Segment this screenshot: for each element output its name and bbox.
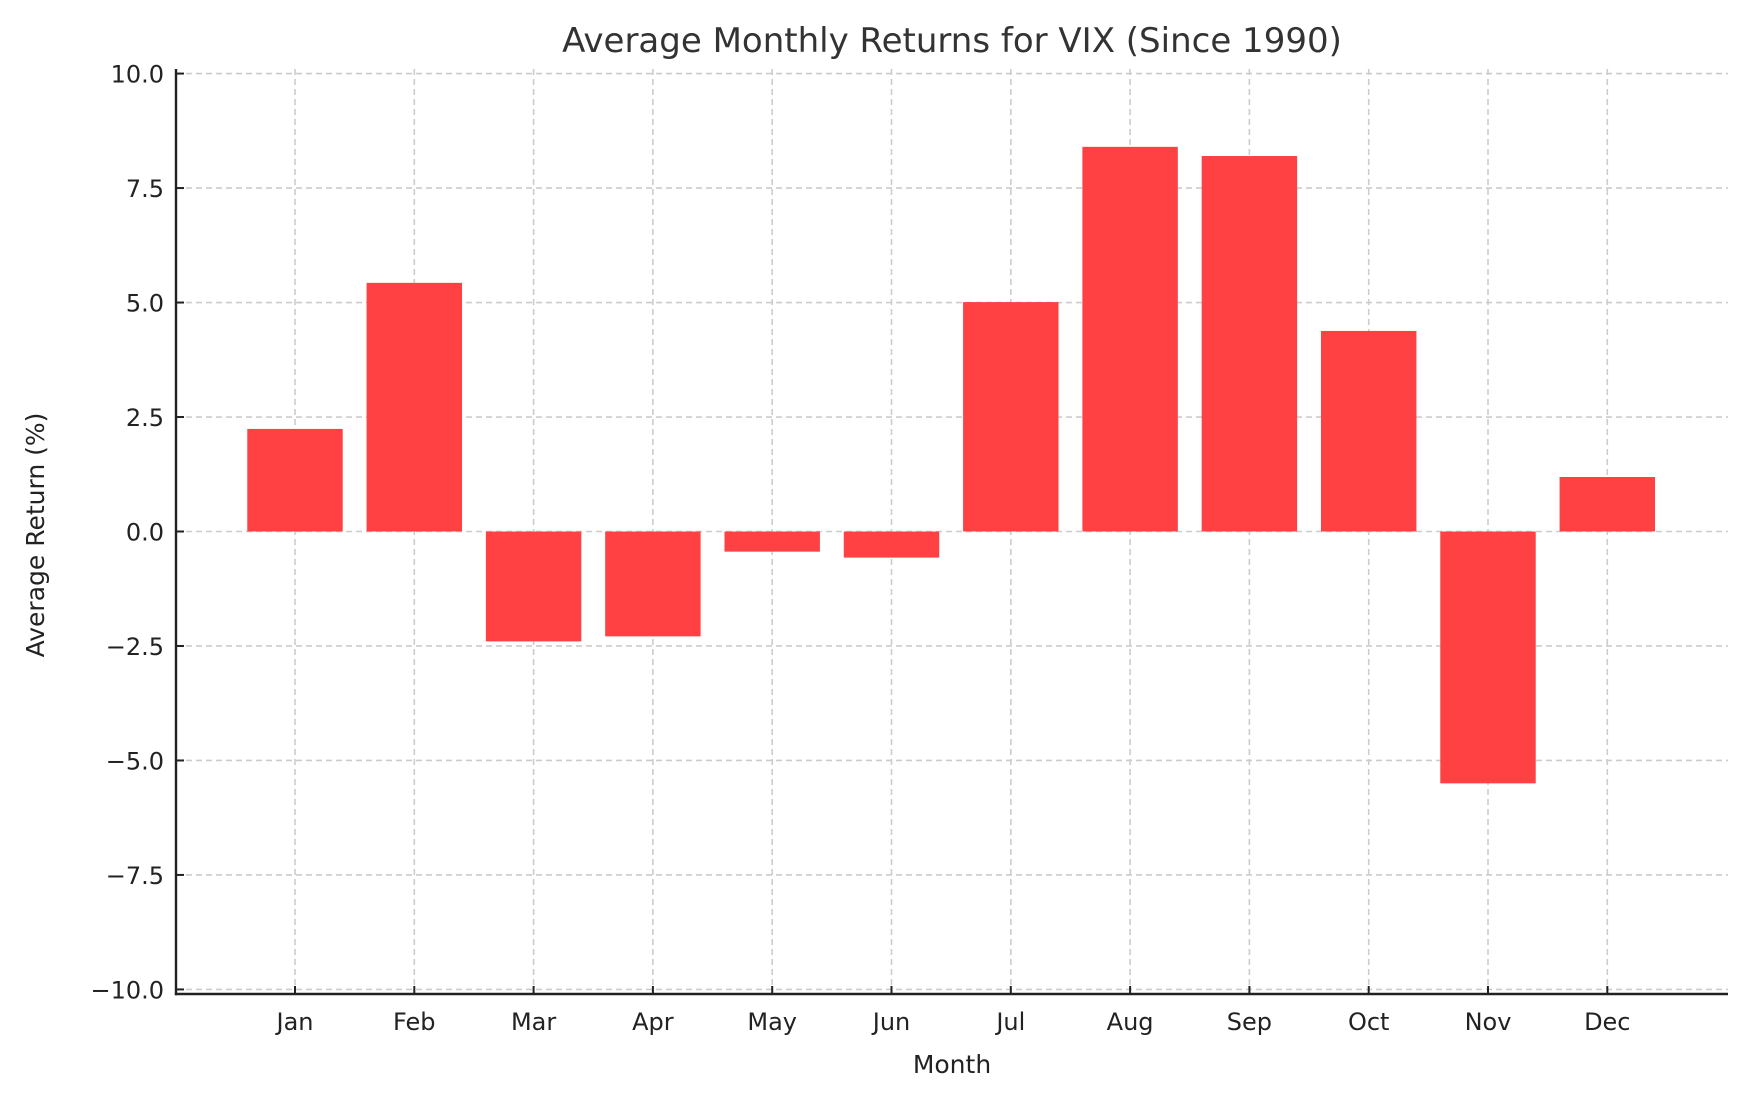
y-tick-label: −10.0 xyxy=(90,976,164,1004)
x-tick-label-apr: Apr xyxy=(632,1008,674,1036)
bar-mar xyxy=(485,531,582,642)
y-tick-label: 0.0 xyxy=(126,519,164,547)
y-tick-label: 10.0 xyxy=(111,61,164,89)
bar-aug xyxy=(1082,146,1178,532)
y-tick-label: 2.5 xyxy=(126,404,164,432)
y-axis-label: Average Return (%) xyxy=(21,413,50,658)
x-tick-label-jul: Jul xyxy=(994,1008,1025,1036)
bar-jan xyxy=(247,428,343,532)
bar-feb xyxy=(366,282,463,532)
bar-dec xyxy=(1559,477,1656,532)
y-tick-label: 7.5 xyxy=(126,175,164,203)
bar-sep xyxy=(1201,156,1298,532)
bars xyxy=(247,146,1656,784)
x-tick-label-mar: Mar xyxy=(511,1008,556,1036)
y-tick-label: 5.0 xyxy=(126,290,164,318)
y-tick-label: −2.5 xyxy=(106,633,164,661)
chart-title: Average Monthly Returns for VIX (Since 1… xyxy=(562,21,1342,61)
y-axis-ticks: 10.0 7.5 5.0 2.5 0.0 −2.5 −5.0 −7.5 −10.0 xyxy=(90,61,184,1004)
bar-jul xyxy=(963,302,1059,532)
x-tick-label-oct: Oct xyxy=(1348,1008,1390,1036)
x-tick-label-sep: Sep xyxy=(1227,1008,1272,1036)
x-tick-label-jan: Jan xyxy=(275,1008,314,1036)
x-tick-label-aug: Aug xyxy=(1107,1008,1154,1036)
x-tick-label-jun: Jun xyxy=(871,1008,911,1036)
y-tick-label: −7.5 xyxy=(106,862,164,890)
bar-may xyxy=(724,531,820,552)
x-axis-label: Month xyxy=(913,1050,991,1079)
bar-jun xyxy=(843,531,940,558)
x-tick-label-dec: Dec xyxy=(1584,1008,1630,1036)
x-tick-label-nov: Nov xyxy=(1465,1008,1512,1036)
x-tick-label-may: May xyxy=(747,1008,797,1036)
x-tick-label-feb: Feb xyxy=(393,1008,436,1036)
bar-oct xyxy=(1320,330,1417,532)
bar-apr xyxy=(605,531,701,637)
bar-nov xyxy=(1440,531,1536,784)
x-axis-ticks: Jan Feb Mar Apr May Jun Jul Aug Sep Oct Nov Dec xyxy=(275,986,1631,1036)
y-tick-label: −5.0 xyxy=(106,747,164,775)
